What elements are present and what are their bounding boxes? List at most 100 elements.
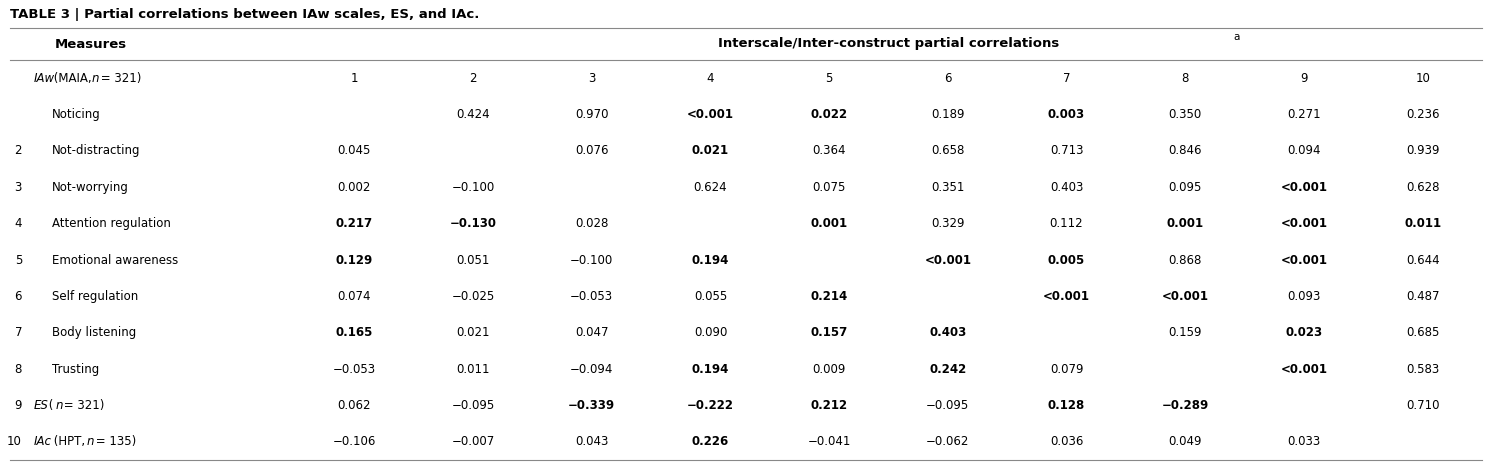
- Text: 0.970: 0.970: [574, 108, 609, 121]
- Text: −0.222: −0.222: [686, 399, 734, 412]
- Text: 0.049: 0.049: [1168, 435, 1203, 448]
- Text: IAw: IAw: [34, 72, 55, 85]
- Text: 0.045: 0.045: [337, 144, 372, 157]
- Text: n: n: [87, 435, 94, 448]
- Text: 5: 5: [825, 72, 833, 85]
- Text: 0.329: 0.329: [931, 217, 965, 230]
- Text: 2: 2: [470, 72, 477, 85]
- Text: 0.271: 0.271: [1288, 108, 1320, 121]
- Text: 3: 3: [588, 72, 595, 85]
- Text: 0.217: 0.217: [336, 217, 373, 230]
- Text: Attention regulation: Attention regulation: [52, 217, 172, 230]
- Text: 0.011: 0.011: [1404, 217, 1441, 230]
- Text: 0.350: 0.350: [1168, 108, 1203, 121]
- Text: −0.095: −0.095: [452, 399, 495, 412]
- Text: 8: 8: [15, 362, 22, 376]
- Text: ES: ES: [34, 399, 49, 412]
- Text: Measures: Measures: [55, 38, 127, 50]
- Text: 7: 7: [15, 326, 22, 339]
- Text: −0.130: −0.130: [449, 217, 497, 230]
- Text: 0.075: 0.075: [813, 181, 846, 194]
- Text: 0.364: 0.364: [813, 144, 846, 157]
- Text: 0.093: 0.093: [1288, 290, 1320, 303]
- Text: 0.062: 0.062: [337, 399, 372, 412]
- Text: −0.062: −0.062: [927, 435, 970, 448]
- Text: 0.055: 0.055: [694, 290, 727, 303]
- Text: 0.090: 0.090: [694, 326, 727, 339]
- Text: 0.021: 0.021: [692, 144, 730, 157]
- Text: −0.053: −0.053: [333, 362, 376, 376]
- Text: 0.628: 0.628: [1405, 181, 1440, 194]
- Text: −0.289: −0.289: [1162, 399, 1209, 412]
- Text: 0.157: 0.157: [810, 326, 847, 339]
- Text: 0.128: 0.128: [1047, 399, 1085, 412]
- Text: Self regulation: Self regulation: [52, 290, 139, 303]
- Text: 0.351: 0.351: [931, 181, 964, 194]
- Text: 0.212: 0.212: [810, 399, 847, 412]
- Text: 0.021: 0.021: [457, 326, 489, 339]
- Text: 0.033: 0.033: [1288, 435, 1320, 448]
- Text: 3: 3: [15, 181, 22, 194]
- Text: 0.094: 0.094: [1288, 144, 1320, 157]
- Text: 4: 4: [15, 217, 22, 230]
- Text: 2: 2: [15, 144, 22, 157]
- Text: 1: 1: [351, 72, 358, 85]
- Text: Interscale/Inter-construct partial correlations: Interscale/Inter-construct partial corre…: [718, 38, 1059, 50]
- Text: 10: 10: [1416, 72, 1431, 85]
- Text: Noticing: Noticing: [52, 108, 101, 121]
- Text: 0.051: 0.051: [457, 253, 489, 266]
- Text: = 321): = 321): [97, 72, 142, 85]
- Text: (MAIA,: (MAIA,: [49, 72, 95, 85]
- Text: 0.074: 0.074: [337, 290, 372, 303]
- Text: 0.846: 0.846: [1168, 144, 1203, 157]
- Text: <0.001: <0.001: [1280, 217, 1328, 230]
- Text: <0.001: <0.001: [1280, 253, 1328, 266]
- Text: = 321): = 321): [60, 399, 104, 412]
- Text: 0.236: 0.236: [1405, 108, 1440, 121]
- Text: 0.159: 0.159: [1168, 326, 1203, 339]
- Text: 0.868: 0.868: [1168, 253, 1203, 266]
- Text: 0.644: 0.644: [1405, 253, 1440, 266]
- Text: 0.189: 0.189: [931, 108, 965, 121]
- Text: 0.194: 0.194: [692, 253, 730, 266]
- Text: Emotional awareness: Emotional awareness: [52, 253, 178, 266]
- Text: <0.001: <0.001: [686, 108, 734, 121]
- Text: <0.001: <0.001: [1280, 362, 1328, 376]
- Text: 0.023: 0.023: [1286, 326, 1322, 339]
- Text: a: a: [1234, 32, 1240, 42]
- Text: 0.005: 0.005: [1047, 253, 1085, 266]
- Text: −0.095: −0.095: [927, 399, 970, 412]
- Text: 0.001: 0.001: [810, 217, 847, 230]
- Text: 0.713: 0.713: [1050, 144, 1083, 157]
- Text: 0.583: 0.583: [1405, 362, 1440, 376]
- Text: 0.112: 0.112: [1050, 217, 1083, 230]
- Text: Trusting: Trusting: [52, 362, 100, 376]
- Text: 0.242: 0.242: [930, 362, 967, 376]
- Text: <0.001: <0.001: [1280, 181, 1328, 194]
- Text: 0.624: 0.624: [694, 181, 727, 194]
- Text: TABLE 3 | Partial correlations between IAw scales, ES, and IAc.: TABLE 3 | Partial correlations between I…: [10, 8, 479, 21]
- Text: <0.001: <0.001: [1162, 290, 1209, 303]
- Text: 0.028: 0.028: [574, 217, 609, 230]
- Text: 9: 9: [1300, 72, 1307, 85]
- Text: 0.043: 0.043: [574, 435, 609, 448]
- Text: 0.226: 0.226: [692, 435, 730, 448]
- Text: 0.424: 0.424: [457, 108, 489, 121]
- Text: = 135): = 135): [93, 435, 136, 448]
- Text: 6: 6: [15, 290, 22, 303]
- Text: 0.403: 0.403: [930, 326, 967, 339]
- Text: Not-distracting: Not-distracting: [52, 144, 140, 157]
- Text: −0.007: −0.007: [452, 435, 495, 448]
- Text: n: n: [55, 399, 63, 412]
- Text: (HPT,: (HPT,: [49, 435, 88, 448]
- Text: 0.165: 0.165: [336, 326, 373, 339]
- Text: −0.106: −0.106: [333, 435, 376, 448]
- Text: 0.194: 0.194: [692, 362, 730, 376]
- Text: (: (: [45, 399, 52, 412]
- Text: 0.047: 0.047: [574, 326, 609, 339]
- Text: 0.022: 0.022: [810, 108, 847, 121]
- Text: −0.339: −0.339: [568, 399, 615, 412]
- Text: 0.939: 0.939: [1405, 144, 1440, 157]
- Text: 0.095: 0.095: [1168, 181, 1203, 194]
- Text: 4: 4: [707, 72, 715, 85]
